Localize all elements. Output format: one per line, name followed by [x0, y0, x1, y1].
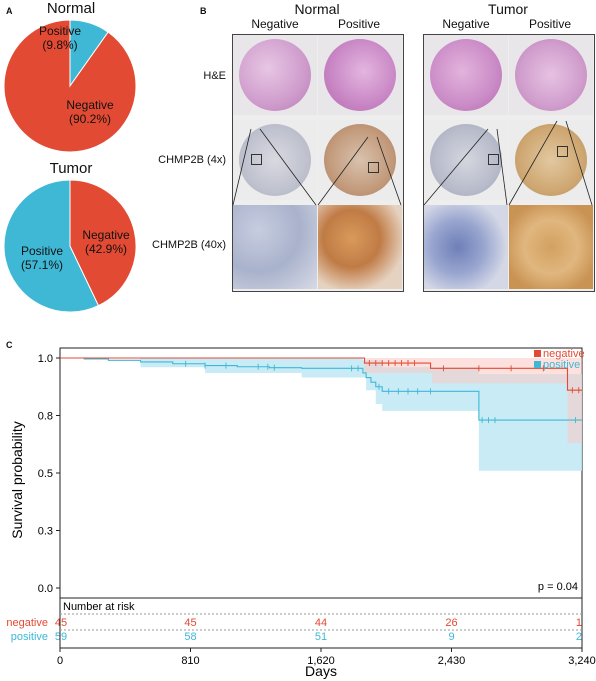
normal-4x-positive-image	[318, 120, 402, 200]
normal-pie-slice-negative	[3, 19, 137, 153]
ihc-row-he-label: H&E	[203, 70, 226, 82]
risk-positive-value: 58	[184, 631, 196, 643]
x-tick-label: 810	[181, 655, 199, 667]
risk-table-title: Number at risk	[63, 601, 135, 613]
ihc-normal-negative-header: Negative	[251, 17, 299, 31]
risk-positive-value: 59	[55, 631, 67, 643]
normal-4x-positive-inset	[368, 162, 379, 173]
risk-negative-value: 1	[576, 617, 582, 629]
panel-a-letter: A	[6, 6, 13, 16]
normal-he-negative-image	[233, 35, 317, 115]
tumor-negative-text: Negative	[82, 228, 130, 242]
ihc-row-4x-label: CHMP2B (4x)	[158, 154, 226, 166]
risk-positive-value: 2	[576, 631, 582, 643]
ihc-tumor-grid	[423, 34, 595, 292]
positive-ci-band	[60, 358, 582, 471]
normal-pie-title: Normal	[46, 0, 96, 17]
x-axis-label: Days	[305, 663, 337, 679]
ihc-normal-positive-header: Positive	[337, 17, 381, 31]
normal-4x-negative-image	[233, 120, 317, 200]
panel-c-letter: C	[6, 340, 13, 350]
y-tick-label: 0.5	[38, 468, 53, 480]
normal-positive-text: Positive	[38, 24, 82, 38]
tumor-4x-positive-image	[509, 120, 593, 200]
x-tick-label: 1,620	[307, 655, 335, 667]
risk-negative-value: 45	[55, 617, 67, 629]
normal-pie-chart	[3, 19, 137, 153]
normal-positive-pct: (9.8%)	[42, 38, 78, 52]
x-tick-label: 0	[57, 655, 63, 667]
normal-negative-text: Negative	[66, 98, 114, 112]
tumor-pie-title: Tumor	[49, 160, 93, 177]
ihc-normal-grid	[232, 34, 404, 292]
negative-survival-curve	[60, 357, 582, 391]
y-axis-label: Survival probability	[9, 421, 25, 539]
tumor-pie-slice-negative	[69, 179, 137, 307]
normal-negative-label: Negative (90.2%)	[62, 98, 118, 126]
negative-ci-band	[60, 358, 582, 444]
risk-negative-value: 26	[445, 617, 457, 629]
tumor-negative-label: Negative (42.9%)	[76, 228, 136, 256]
tumor-40x-negative-image	[424, 205, 508, 289]
normal-negative-pct: (90.2%)	[68, 112, 112, 126]
x-tick-label: 3,240	[568, 655, 596, 667]
tumor-positive-label: Positive (57.1%)	[12, 244, 72, 272]
tumor-he-positive-image	[509, 35, 593, 115]
legend-positive-swatch	[534, 361, 541, 368]
tumor-he-negative-image	[424, 35, 508, 115]
p-value-annotation: p = 0.04	[538, 581, 578, 593]
y-tick-label: 1.0	[38, 353, 53, 365]
tumor-4x-negative-inset	[488, 154, 499, 165]
ihc-tumor-negative-header: Negative	[442, 17, 490, 31]
ihc-tumor-positive-header: Positive	[528, 17, 572, 31]
ihc-tumor-title: Tumor	[488, 1, 528, 17]
tumor-4x-positive-inset	[557, 146, 568, 157]
normal-4x-negative-inset	[251, 154, 262, 165]
legend-negative-label: negative	[543, 348, 585, 360]
risk-negative-value: 45	[184, 617, 196, 629]
tumor-pie-chart	[3, 179, 137, 313]
y-tick-label: 0.0	[38, 583, 53, 595]
normal-40x-negative-image	[233, 205, 317, 289]
positive-survival-curve	[60, 357, 582, 421]
ihc-normal-title: Normal	[294, 1, 340, 17]
panel-b-letter: B	[200, 6, 207, 16]
risk-row-label-positive: positive	[11, 631, 48, 643]
legend-negative-swatch	[534, 350, 541, 357]
y-tick-label: 0.8	[38, 411, 53, 423]
tumor-positive-pct: (57.1%)	[20, 258, 64, 272]
risk-row-label-negative: negative	[6, 617, 48, 629]
legend-positive-label: positive	[543, 359, 580, 371]
risk-positive-value: 51	[315, 631, 327, 643]
risk-table-frame	[59, 597, 583, 649]
x-tick-label: 2,430	[438, 655, 466, 667]
tumor-40x-positive-image	[509, 205, 593, 289]
tumor-positive-text: Positive	[20, 244, 64, 258]
survival-chart: 0.0 0.3 0.5 0.8 1.0 0 810 1,620 2,430 3,240 45 59…	[6, 347, 596, 679]
risk-negative-value: 44	[315, 617, 327, 629]
normal-40x-positive-image	[318, 205, 402, 289]
risk-positive-value: 9	[448, 631, 454, 643]
ihc-row-40x-label: CHMP2B (40x)	[152, 239, 226, 251]
normal-he-positive-image	[318, 35, 402, 115]
tumor-pie-slice-positive	[3, 179, 100, 313]
tumor-negative-pct: (42.9%)	[84, 242, 128, 256]
tumor-4x-negative-image	[424, 120, 508, 200]
y-tick-label: 0.3	[38, 526, 53, 538]
normal-positive-label: Positive (9.8%)	[32, 24, 88, 52]
zoom-connector-lines	[232, 120, 593, 206]
